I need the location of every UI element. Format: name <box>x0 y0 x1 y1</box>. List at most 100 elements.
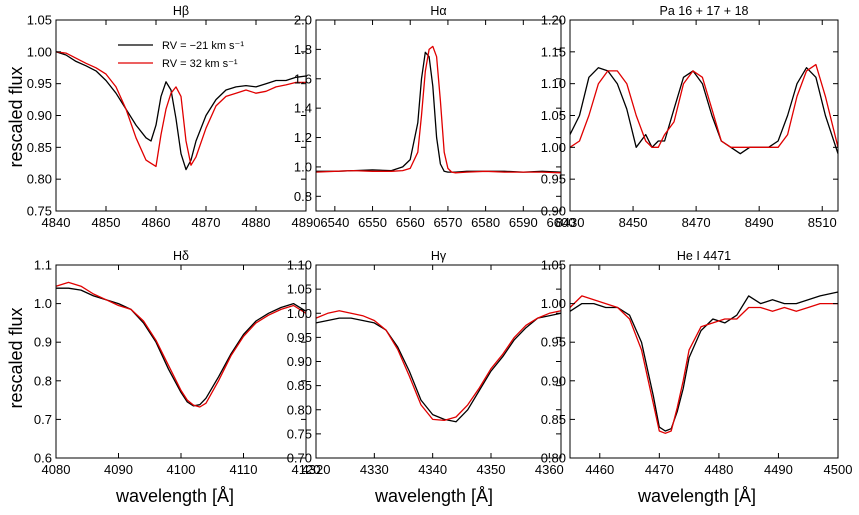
y-tick-label: 0.80 <box>287 402 312 417</box>
x-tick-label: 4330 <box>360 462 389 477</box>
x-tick-label: 8430 <box>556 215 585 230</box>
y-tick-label: 0.90 <box>541 204 566 219</box>
x-tick-label: 4110 <box>230 462 258 477</box>
xlabel-right: wavelength [Å] <box>637 486 756 506</box>
y-tick-label: 1.00 <box>27 44 52 59</box>
y-tick-label: 1.10 <box>287 258 312 273</box>
panel-title: Hβ <box>173 4 189 18</box>
y-tick-label: 0.85 <box>541 412 566 427</box>
y-tick-label: 1.4 <box>294 101 312 116</box>
panel-h-delta: 4080 4090 4100 4110 4120 0.6 0.7 0.8 0.9 1.0 1.1 Hδ <box>34 249 321 477</box>
ylabel-top: rescaled flux <box>6 66 26 167</box>
y-tick-label: 1.0 <box>294 159 312 174</box>
y-tick-label: 2.0 <box>294 13 312 28</box>
y-tick-label: 0.6 <box>34 451 52 466</box>
x-tick-label: 6560 <box>396 215 425 230</box>
y-tick-label: 1.15 <box>541 44 566 59</box>
x-tick-label: 6550 <box>358 215 387 230</box>
plot-frame <box>315 264 562 459</box>
xlabel-middle: wavelength [Å] <box>374 486 493 506</box>
y-tick-label: 0.70 <box>287 451 312 466</box>
panel-title: Hδ <box>173 249 189 263</box>
y-tick-label: 0.8 <box>294 189 312 204</box>
x-tick-label: 8450 <box>619 215 648 230</box>
y-tick-label: 0.75 <box>287 426 312 441</box>
x-tick-label: 8490 <box>745 215 774 230</box>
x-tick-label: 4360 <box>535 462 564 477</box>
x-tick-label: 4880 <box>242 215 271 230</box>
y-tick-label: 1.6 <box>294 71 312 86</box>
panel-title: Hα <box>430 4 446 18</box>
plot-frame <box>569 19 839 212</box>
y-tick-label: 0.95 <box>541 172 566 187</box>
y-tick-label: 1.0 <box>34 296 52 311</box>
panel-h-beta: 4840 4850 4860 4870 4880 4890 0.75 0.80 0.85 0.90… <box>27 4 321 230</box>
x-tick-label: 4890 <box>292 215 321 230</box>
x-tick-label: 6580 <box>471 215 500 230</box>
y-tick-label: 0.95 <box>27 76 52 91</box>
x-tick-label: 6600 <box>547 215 576 230</box>
x-tick-label: 4500 <box>824 462 853 477</box>
y-tick-label: 1.00 <box>541 140 566 155</box>
y-tick-label: 0.7 <box>34 412 52 427</box>
y-tick-label: 0.8 <box>34 373 52 388</box>
x-tick-label: 6570 <box>433 215 462 230</box>
x-tick-label: 4090 <box>104 462 133 477</box>
x-tick-label: 4840 <box>42 215 71 230</box>
x-tick-label: 8510 <box>808 215 837 230</box>
panel-h-alpha: 6540 6550 6560 6570 6580 6590 6600 0.8 1.0 1.2 1.4… <box>294 4 576 230</box>
plot-frame <box>315 19 562 212</box>
y-tick-label: 1.00 <box>541 296 566 311</box>
panel-title: Pa 16 + 17 + 18 <box>660 4 749 18</box>
series-line-black <box>315 312 562 423</box>
x-tick-label: 6540 <box>320 215 349 230</box>
y-tick-label: 1.05 <box>541 108 566 123</box>
y-tick-label: 1.05 <box>287 282 312 297</box>
x-tick-label: 4100 <box>167 462 196 477</box>
x-tick-label: 4870 <box>192 215 221 230</box>
series-line-red <box>315 310 562 422</box>
x-tick-label: 4080 <box>42 462 71 477</box>
ylabel-bottom: rescaled flux <box>6 307 26 408</box>
series-line-red <box>55 51 306 168</box>
series-line-black <box>569 67 839 155</box>
panel-paschen: 8430 8450 8470 8490 8510 0.90 0.95 1.00 1.05 1.10… <box>541 4 839 230</box>
y-tick-label: 1.1 <box>34 258 52 273</box>
x-tick-label: 6590 <box>509 215 538 230</box>
y-tick-label: 1.00 <box>287 306 312 321</box>
x-tick-label: 4120 <box>292 462 321 477</box>
x-tick-label: 4850 <box>92 215 121 230</box>
y-tick-label: 0.75 <box>27 204 52 219</box>
x-tick-label: 4470 <box>645 462 674 477</box>
x-tick-label: 4860 <box>142 215 171 230</box>
plot-frame <box>569 264 839 459</box>
y-tick-label: 0.95 <box>287 330 312 345</box>
y-tick-label: 0.80 <box>27 172 52 187</box>
y-tick-label: 1.05 <box>541 258 566 273</box>
series-line-black <box>55 51 307 171</box>
panel-he-i-4471: 4460 4470 4480 4490 4500 0.80 0.85 0.90 0.95 1.00… <box>541 249 853 477</box>
series-line-red <box>315 45 562 174</box>
y-tick-label: 1.8 <box>294 42 312 57</box>
y-tick-label: 1.20 <box>541 13 566 28</box>
y-tick-label: 0.95 <box>541 335 566 350</box>
x-tick-label: 4460 <box>585 462 614 477</box>
y-tick-label: 0.85 <box>287 378 312 393</box>
legend-label-red: RV = 32 km s⁻¹ <box>162 58 238 70</box>
x-tick-label: 4350 <box>477 462 506 477</box>
x-tick-label: 4340 <box>418 462 447 477</box>
x-tick-label: 4320 <box>302 462 331 477</box>
series-line-red <box>569 295 838 434</box>
y-tick-label: 0.90 <box>27 108 52 123</box>
legend: RV = −21 km s⁻¹ RV = 32 km s⁻¹ <box>118 40 244 70</box>
series-line-red <box>569 63 839 148</box>
series-line-red <box>55 281 307 408</box>
y-tick-label: 1.05 <box>27 13 52 28</box>
series-line-black <box>316 51 562 173</box>
x-tick-label: 4480 <box>704 462 733 477</box>
y-tick-label: 0.90 <box>287 354 312 369</box>
legend-label-black: RV = −21 km s⁻¹ <box>162 40 244 52</box>
y-tick-label: 1.2 <box>294 130 312 145</box>
y-tick-label: 0.90 <box>541 373 566 388</box>
